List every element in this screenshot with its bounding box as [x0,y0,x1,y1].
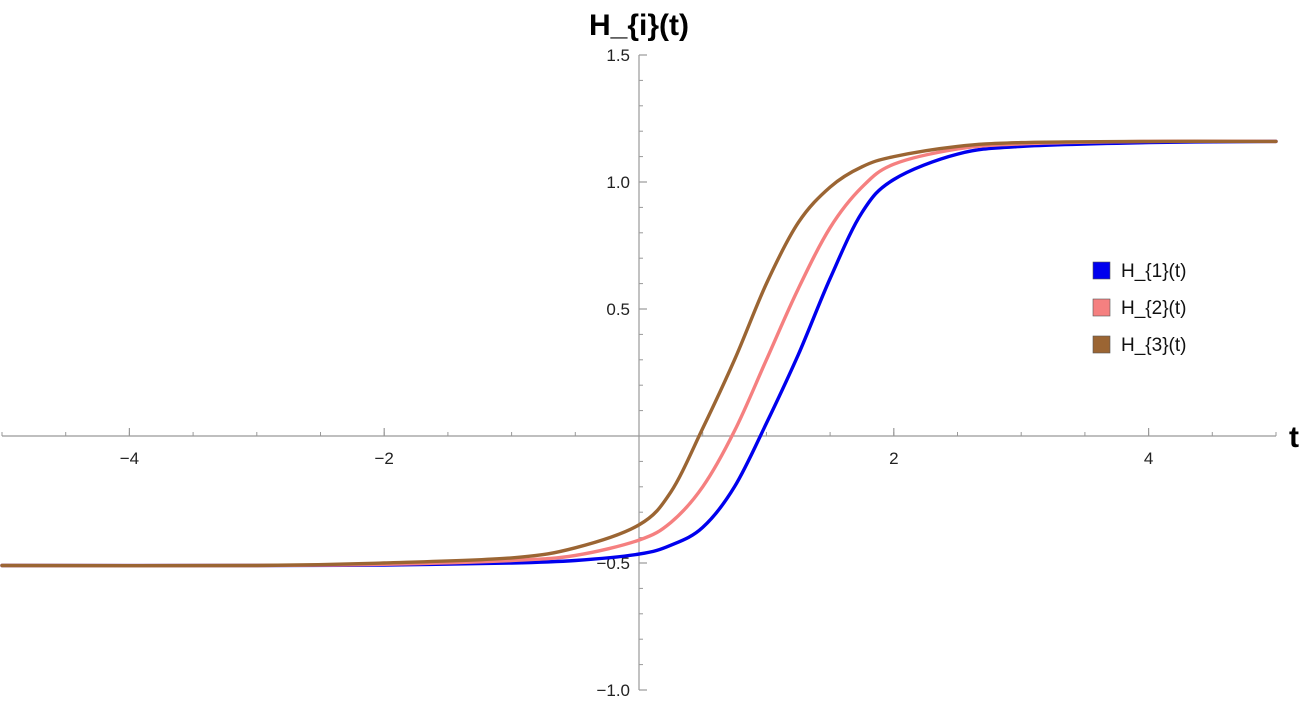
legend: H_{1}(t) H_{2}(t) H_{3}(t) [1092,261,1186,356]
x-tick-labels: −4 −2 2 4 [120,449,1154,468]
y-tick-labels: −1.0−0.50.51.01.5 [596,46,630,700]
legend-label-1: H_{1}(t) [1121,261,1186,282]
legend-swatch-1 [1092,261,1111,280]
y-tick-label: 1.5 [606,46,630,65]
x-tick-label: 4 [1144,449,1153,468]
legend-swatch-3 [1092,335,1111,354]
y-tick-label: 1.0 [606,173,630,192]
x-axis-label: t [1289,421,1299,454]
series-line-3 [0,139,1278,568]
x-tick-label: 2 [889,449,898,468]
y-tick-label: 0.5 [606,300,630,319]
y-tick-label: −1.0 [596,681,630,700]
x-tick-label: −4 [120,449,139,468]
legend-label-2: H_{2}(t) [1121,298,1186,319]
x-tick-label: −2 [375,449,394,468]
major-ticks [128,54,1150,691]
y-axis-label: H_{i}(t) [589,9,689,42]
legend-label-3: H_{3}(t) [1121,335,1186,356]
legend-swatch-2 [1092,298,1111,317]
series-lines [0,139,1278,568]
